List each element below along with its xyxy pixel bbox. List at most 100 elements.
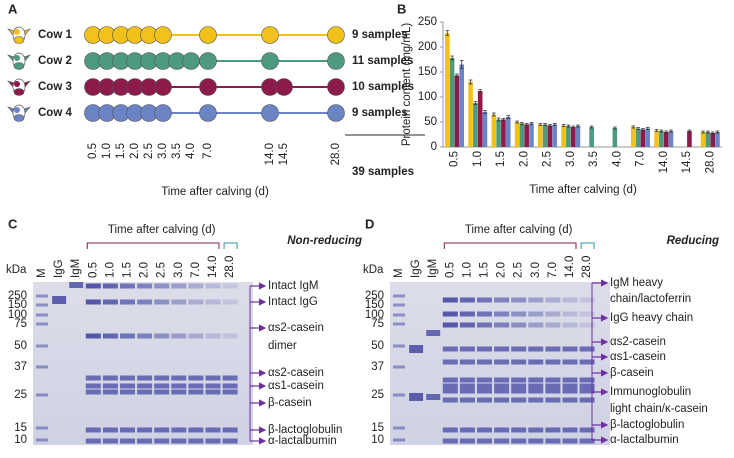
gel-band (528, 427, 544, 433)
band-label: αs1-casein (610, 351, 666, 363)
sample-dot (182, 52, 200, 70)
bar (663, 132, 669, 147)
gel-band (442, 346, 458, 352)
gel-band (545, 397, 561, 403)
band-label: β-lactoglobulin (268, 424, 342, 436)
gel-band (442, 377, 458, 383)
gel-band (545, 438, 561, 444)
gel-band (102, 375, 118, 381)
x-tick-label: 28.0 (704, 151, 716, 173)
y-tick-label: 0 (431, 141, 437, 153)
gel-band (85, 383, 101, 389)
lane-label: 1.5 (479, 262, 491, 278)
gel-band (562, 438, 578, 444)
x-tick-label: 0.5 (87, 143, 99, 159)
unit-label: kDa (363, 264, 384, 276)
sample-dot (327, 104, 345, 122)
error-bar (459, 60, 464, 69)
error-bar (501, 118, 506, 121)
lane-label: 14.0 (564, 256, 576, 278)
gel-band (102, 383, 118, 389)
gel-band (188, 333, 204, 339)
gel-band (528, 438, 544, 444)
gel-band (85, 283, 101, 289)
gel-band (579, 383, 595, 389)
lane-label: 1.0 (104, 262, 116, 278)
cow-nose (13, 88, 25, 96)
gel-band (154, 299, 170, 305)
gel-band (171, 438, 187, 444)
x-axis-title: Time after calving (d) (529, 184, 637, 196)
gel-band (511, 377, 527, 383)
bar (524, 124, 529, 147)
gel-band (477, 377, 492, 383)
gel-band (171, 427, 187, 433)
gel-band (85, 389, 101, 395)
y-tick-label: 250 (418, 16, 437, 28)
sample-dot (154, 78, 172, 96)
gel-band (442, 438, 458, 444)
gel-band (545, 297, 561, 303)
gel-band (120, 299, 135, 305)
gel-band (393, 322, 405, 326)
cow-icon (7, 78, 31, 96)
gel-band (426, 330, 441, 336)
error-bar (561, 124, 566, 127)
lane-label: IgG (410, 259, 422, 278)
gel-band (409, 393, 424, 401)
gel-band (222, 383, 238, 389)
header-bracket (86, 242, 220, 249)
lane-label: 2.5 (513, 262, 525, 278)
marker-label: 15 (371, 422, 384, 434)
gel-band (442, 388, 458, 394)
gel-band (545, 322, 561, 328)
lane-label: M (36, 268, 48, 278)
y-tick-label: 100 (418, 91, 437, 103)
panel-label: D (365, 216, 374, 231)
gel-band (494, 383, 510, 389)
gel-band (120, 389, 135, 395)
gel-band (36, 344, 48, 348)
gel-band (102, 389, 118, 395)
gel-band (528, 322, 544, 328)
header-bracket (443, 242, 577, 249)
gel-band (154, 375, 170, 381)
gel-band (36, 322, 48, 326)
cow-nose (13, 36, 25, 44)
sample-count: 9 samples (352, 29, 408, 41)
bar (505, 117, 511, 147)
gel-band (579, 311, 595, 317)
gel-band (459, 397, 475, 403)
gel-band (154, 333, 170, 339)
gel-band (459, 388, 475, 394)
gel-band (188, 389, 204, 395)
gel-band (85, 299, 101, 305)
x-tick-label: 3.5 (588, 151, 600, 167)
gel-band (528, 377, 544, 383)
gel-band (188, 299, 204, 305)
gel-band (393, 365, 405, 369)
lane-label: 7.0 (547, 262, 559, 278)
gel-band (579, 322, 595, 328)
lane-label: IgM (70, 259, 82, 278)
x-tick-label: 4.0 (611, 151, 623, 167)
x-tick-label: 2.5 (542, 151, 554, 167)
gel-band (85, 438, 101, 444)
x-tick-label: 14.5 (681, 151, 693, 173)
error-bar (701, 130, 705, 134)
lane-label: 3.0 (173, 262, 185, 278)
gel-band (409, 345, 424, 353)
error-bar (613, 126, 617, 130)
gel-band (205, 383, 221, 389)
gel-band (511, 438, 527, 444)
band-label: Intact IgG (268, 296, 318, 308)
gel-image (33, 282, 253, 445)
marker-label: 15 (14, 422, 27, 434)
gel-band (120, 283, 135, 289)
total-count: 39 samples (352, 166, 414, 178)
sample-dot (327, 78, 345, 96)
gel-band (562, 397, 578, 403)
marker-label: 150 (365, 299, 384, 311)
gel-band (477, 346, 492, 352)
gel-band (188, 438, 204, 444)
